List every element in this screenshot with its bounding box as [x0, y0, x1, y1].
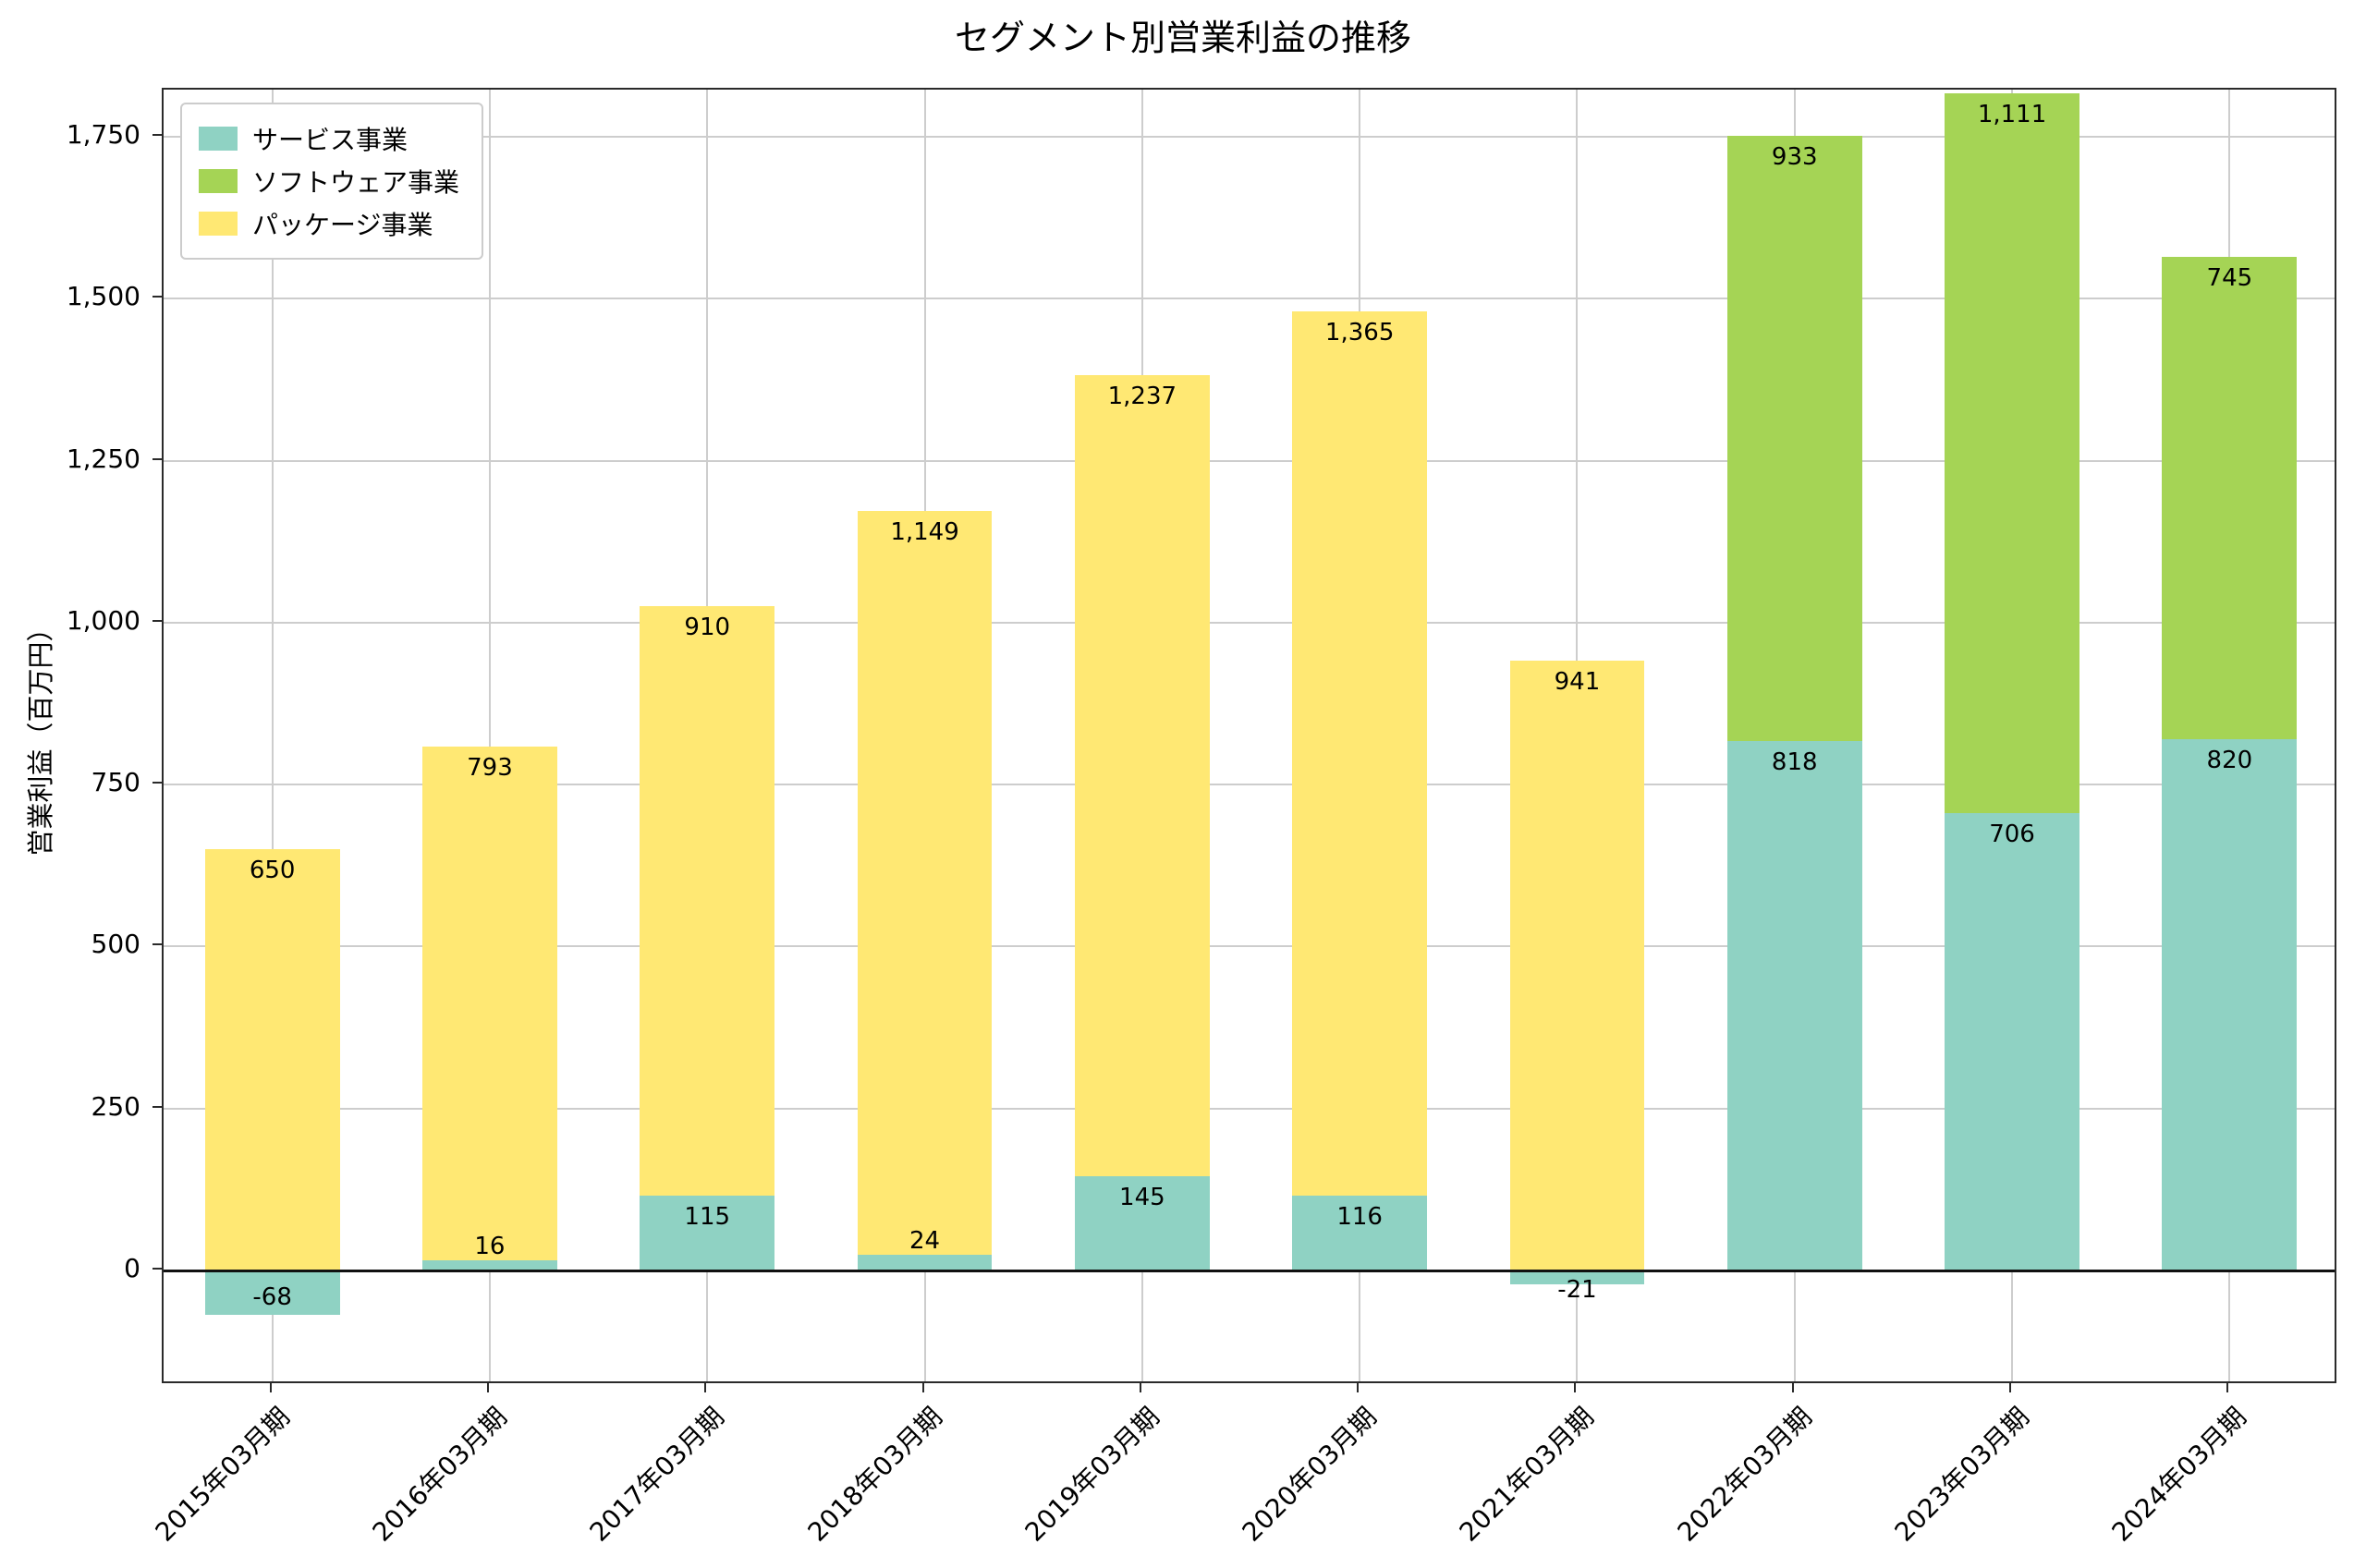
- y-tick-label: 0: [124, 1252, 140, 1283]
- legend-label: パッケージ事業: [252, 210, 433, 240]
- x-tick-mark: [921, 1383, 924, 1392]
- bar-segment: [1509, 1270, 1645, 1284]
- bar-segment: [1074, 1176, 1210, 1270]
- y-tick-mark: [152, 296, 162, 298]
- bar-value-label: -21: [1557, 1275, 1597, 1304]
- legend-label: サービス事業: [252, 125, 409, 155]
- legend-item: パッケージ事業: [199, 202, 459, 245]
- bar-value-label: 941: [1554, 668, 1601, 697]
- bar-value-label: -68: [252, 1282, 292, 1311]
- bar-segment: [857, 510, 993, 1256]
- bar-value-label: 933: [1771, 143, 1818, 172]
- bar-value-label: 145: [1119, 1184, 1165, 1212]
- bar-segment: [2162, 739, 2298, 1270]
- bar-segment: [1292, 310, 1428, 1196]
- y-tick-label: 500: [91, 929, 140, 960]
- bar-value-label: 1,237: [1107, 383, 1177, 411]
- bar-value-label: 818: [1771, 748, 1818, 776]
- x-tick-mark: [1574, 1383, 1577, 1392]
- legend-swatch: [199, 127, 238, 151]
- x-tick-mark: [1357, 1383, 1360, 1392]
- bar-value-label: 115: [684, 1203, 731, 1232]
- h-gridline: [164, 298, 2335, 300]
- y-tick-label: 1,250: [66, 443, 140, 474]
- x-tick-mark: [1791, 1383, 1794, 1392]
- y-tick-mark: [152, 134, 162, 137]
- bar-value-label: 116: [1336, 1202, 1383, 1231]
- bar-segment: [1945, 93, 2079, 813]
- plot-area: -68 650 16 793 115 910 24 1,149 145 1,237 116 1,365…: [162, 88, 2336, 1383]
- x-tick-label: 2015年03月期: [149, 1401, 296, 1548]
- v-gridline: [488, 90, 491, 1381]
- y-tick-mark: [152, 1105, 162, 1108]
- h-gridline: [164, 459, 2335, 462]
- x-tick-mark: [269, 1383, 272, 1392]
- h-gridline: [164, 784, 2335, 786]
- zero-line: [164, 1269, 2335, 1272]
- bar-segment: [1074, 375, 1210, 1177]
- bar-value-label: 1,365: [1324, 318, 1395, 346]
- x-tick-mark: [486, 1383, 489, 1392]
- x-tick-mark: [704, 1383, 707, 1392]
- y-tick-mark: [152, 619, 162, 622]
- bar-segment: [2162, 256, 2298, 740]
- v-gridline: [271, 90, 274, 1381]
- h-gridline: [164, 136, 2335, 139]
- bar-segment: [422, 746, 557, 1260]
- legend-item: サービス事業: [199, 117, 459, 160]
- bar-segment: [204, 1270, 340, 1315]
- bar-segment: [1509, 661, 1645, 1270]
- y-tick-mark: [152, 1267, 162, 1270]
- y-tick-label: 750: [91, 767, 140, 798]
- legend: サービス事業ソフトウェア事業 パッケージ事業: [180, 103, 484, 260]
- bar-segment: [1726, 136, 1862, 741]
- bar-value-label: 1,149: [890, 517, 959, 546]
- bar-segment: [422, 1259, 557, 1270]
- bar-segment: [204, 849, 340, 1270]
- x-tick-mark: [1139, 1383, 1141, 1392]
- bar-value-label: 745: [2206, 263, 2253, 292]
- bar-segment: [857, 1255, 993, 1270]
- bar-segment: [640, 1196, 775, 1270]
- bar-value-label: 16: [474, 1232, 506, 1260]
- bar-value-label: 910: [684, 614, 731, 642]
- y-tick-label: 1,000: [66, 604, 140, 636]
- legend-swatch: [199, 212, 238, 236]
- legend-label: ソフトウェア事業: [252, 167, 460, 198]
- bar-value-label: 706: [1989, 820, 2035, 849]
- bar-value-label: 24: [909, 1227, 941, 1256]
- y-tick-label: 1,500: [66, 281, 140, 312]
- bar-segment: [640, 606, 775, 1197]
- bar-segment: [1726, 740, 1862, 1270]
- y-tick-label: 250: [91, 1090, 140, 1122]
- chart-title: セグメント別営業利益の推移: [954, 18, 1411, 58]
- y-tick-mark: [152, 457, 162, 460]
- legend-item: ソフトウェア事業: [199, 160, 459, 202]
- bar-value-label: 793: [467, 753, 513, 782]
- h-gridline: [164, 1107, 2335, 1110]
- bar-segment: [1945, 813, 2079, 1270]
- x-tick-mark: [2009, 1383, 2012, 1392]
- y-tick-mark: [152, 782, 162, 784]
- bar-value-label: 650: [249, 857, 296, 885]
- bar-value-label: 1,111: [1977, 101, 2047, 129]
- h-gridline: [164, 945, 2335, 948]
- x-tick-mark: [2226, 1383, 2229, 1392]
- y-axis-label: 営業利益（百万円）: [25, 614, 56, 857]
- h-gridline: [164, 621, 2335, 624]
- y-tick-label: 1,750: [66, 119, 140, 151]
- bar-value-label: 820: [2206, 747, 2253, 775]
- bar-segment: [1292, 1195, 1428, 1270]
- y-tick-mark: [152, 943, 162, 946]
- legend-swatch: [199, 169, 238, 193]
